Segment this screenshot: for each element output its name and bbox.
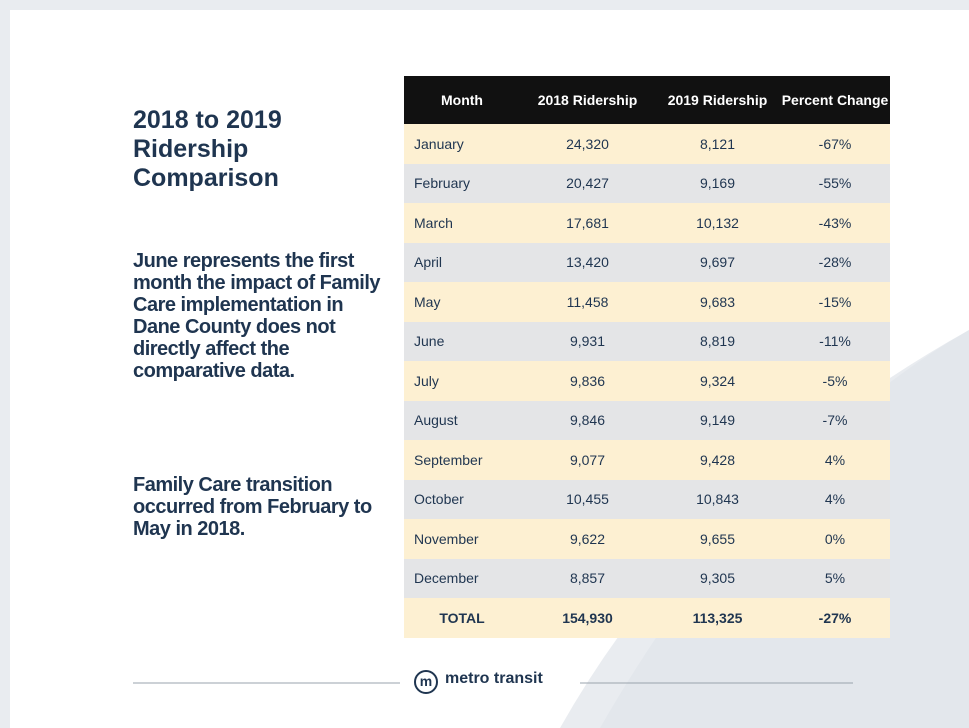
table-cell: February	[404, 163, 520, 203]
table-cell: -5%	[780, 361, 890, 401]
table-cell: 9,149	[655, 400, 780, 440]
table-cell: 9,428	[655, 440, 780, 480]
table-row: June 9,931 8,819 -11%	[404, 321, 890, 361]
table-cell: July	[404, 361, 520, 401]
total-cell: 113,325	[655, 598, 780, 638]
table-cell: 9,697	[655, 242, 780, 282]
header-cell: 2019 Ridership	[655, 76, 780, 124]
table-cell: January	[404, 124, 520, 164]
table-cell: 9,655	[655, 519, 780, 559]
footer-lines	[133, 682, 853, 684]
table-cell: -67%	[780, 124, 890, 164]
table-cell: 10,132	[655, 203, 780, 243]
table-cell: 10,843	[655, 479, 780, 519]
logo-mark: m	[414, 670, 438, 694]
table-cell: September	[404, 440, 520, 480]
table-cell: 17,681	[520, 203, 655, 243]
table-cell: 9,077	[520, 440, 655, 480]
table-cell: 8,121	[655, 124, 780, 164]
table-cell: 9,931	[520, 321, 655, 361]
total-cell: -27%	[780, 598, 890, 638]
table-cell: 4%	[780, 440, 890, 480]
header-cell: 2018 Ridership	[520, 76, 655, 124]
header-cell: Percent Change	[780, 76, 890, 124]
table-cell: October	[404, 479, 520, 519]
table-cell: 5%	[780, 558, 890, 598]
table-cell: -15%	[780, 282, 890, 322]
table-row: October 10,455 10,843 4%	[404, 479, 890, 519]
table-row: May 11,458 9,683 -15%	[404, 282, 890, 322]
ridership-table: Month 2018 Ridership 2019 Ridership Percent…	[404, 76, 890, 638]
table-cell: 8,819	[655, 321, 780, 361]
table-row: April 13,420 9,697 -28%	[404, 242, 890, 282]
table-cell: December	[404, 558, 520, 598]
table-cell: -43%	[780, 203, 890, 243]
table-row: November 9,622 9,655 0%	[404, 519, 890, 559]
paragraph: Family Care transition occurred from Feb…	[133, 474, 372, 540]
header-cell: Month	[404, 76, 520, 124]
table-cell: 0%	[780, 519, 890, 559]
table-cell: 9,305	[655, 558, 780, 598]
table-cell: May	[404, 282, 520, 322]
table-cell: June	[404, 321, 520, 361]
table-cell: April	[404, 242, 520, 282]
total-cell: 154,930	[520, 598, 655, 638]
table-cell: March	[404, 203, 520, 243]
table-cell: -55%	[780, 163, 890, 203]
table-cell: August	[404, 400, 520, 440]
table-cell: -7%	[780, 400, 890, 440]
table-cell: -28%	[780, 242, 890, 282]
table-cell: 9,836	[520, 361, 655, 401]
table-cell: 9,324	[655, 361, 780, 401]
total-row: TOTAL 154,930 113,325 -27%	[404, 598, 890, 638]
table-cell: 4%	[780, 479, 890, 519]
table-row: August 9,846 9,149 -7%	[404, 400, 890, 440]
paragraph: June represents the first month the impa…	[133, 250, 381, 382]
table-body: January 24,320 8,121 -67% February 20,427 9,16…	[404, 124, 890, 638]
total-cell: TOTAL	[404, 598, 520, 638]
table-cell: 20,427	[520, 163, 655, 203]
table-row: January 24,320 8,121 -67%	[404, 124, 890, 164]
header-row: Month 2018 Ridership 2019 Ridership Percent…	[404, 76, 890, 124]
table-cell: 9,846	[520, 400, 655, 440]
table-cell: 9,622	[520, 519, 655, 559]
table-cell: 13,420	[520, 242, 655, 282]
table-row: July 9,836 9,324 -5%	[404, 361, 890, 401]
table-cell: 8,857	[520, 558, 655, 598]
table-cell: November	[404, 519, 520, 559]
brand-name: metro transit	[445, 670, 543, 687]
table-row: March 17,681 10,132 -43%	[404, 203, 890, 243]
table-cell: -11%	[780, 321, 890, 361]
table-row: February 20,427 9,169 -55%	[404, 163, 890, 203]
title: 2018 to 2019 Ridership Comparison	[133, 106, 282, 192]
table-row: September 9,077 9,428 4%	[404, 440, 890, 480]
table-cell: 9,683	[655, 282, 780, 322]
table-cell: 9,169	[655, 163, 780, 203]
table-cell: 24,320	[520, 124, 655, 164]
table-cell: 10,455	[520, 479, 655, 519]
table-row: December 8,857 9,305 5%	[404, 558, 890, 598]
table-cell: 11,458	[520, 282, 655, 322]
